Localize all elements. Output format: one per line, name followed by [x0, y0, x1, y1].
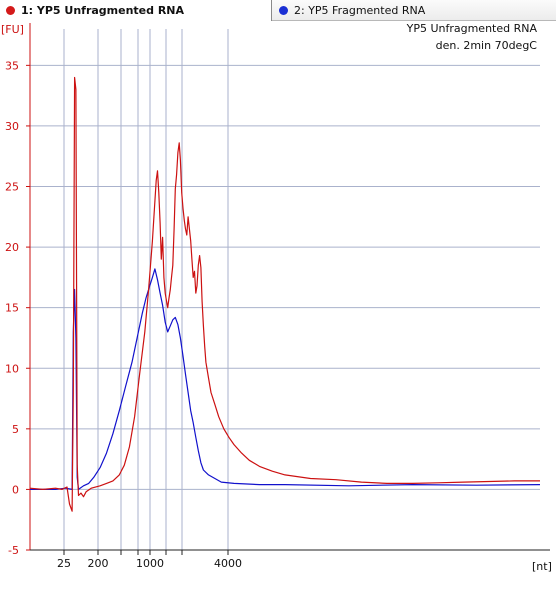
tab-sample-1-label: 1: YP5 Unfragmented RNA: [21, 4, 185, 17]
red-dot-icon: [6, 6, 15, 15]
x-tick-label: 1000: [136, 557, 164, 570]
y-tick-label: 30: [5, 120, 19, 133]
y-tick-label: 35: [5, 59, 19, 72]
y-axis-label: [FU]: [1, 23, 24, 36]
x-tick-label: 25: [57, 557, 71, 570]
y-tick-label: 0: [12, 483, 19, 496]
chart-subtitle: den. 2min 70degC: [436, 39, 538, 52]
series-line-unfragmented: [29, 76, 540, 512]
y-tick-label: -5: [8, 544, 19, 557]
tab-bar: 1: YP5 Unfragmented RNA 2: YP5 Fragmente…: [0, 0, 556, 21]
x-tick-label: 200: [88, 557, 109, 570]
grid: [30, 29, 540, 551]
tab-sample-2[interactable]: 2: YP5 Fragmented RNA: [273, 0, 556, 21]
y-tick-label: 5: [12, 423, 19, 436]
y-tick-label: 10: [5, 362, 19, 375]
y-tick-label: 15: [5, 302, 19, 315]
x-tick-label: 4000: [214, 557, 242, 570]
electropherogram: -5 0 5 10 15 20 25 30 35 25 200 1000 4000 [FU] [nt] …: [0, 21, 556, 586]
y-tick-label: 20: [5, 241, 19, 254]
series: [29, 76, 541, 512]
tab-sample-2-label: 2: YP5 Fragmented RNA: [294, 4, 426, 17]
plot-area: [30, 29, 540, 550]
blue-dot-icon: [279, 6, 288, 15]
chart-title: YP5 Unfragmented RNA: [406, 22, 538, 35]
y-tick-label: 25: [5, 181, 19, 194]
x-axis-label: [nt]: [532, 560, 552, 573]
tab-sample-1[interactable]: 1: YP5 Unfragmented RNA: [0, 0, 272, 21]
axes: -5 0 5 10 15 20 25 30 35 25 200 1000 4000: [5, 23, 550, 570]
